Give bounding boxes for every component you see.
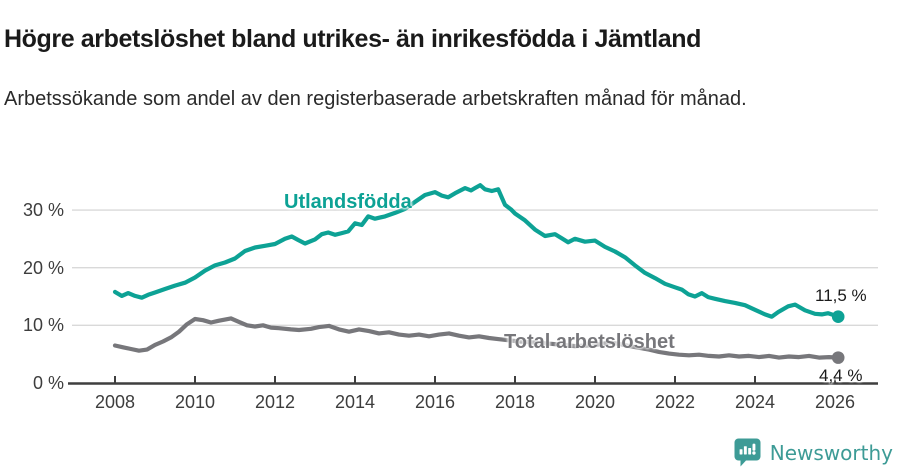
series-lines (112, 183, 845, 364)
y-tick-label: 30 % (22, 200, 64, 221)
x-tick-label: 2018 (494, 392, 536, 412)
page-title: Högre arbetslöshet bland utrikes- än inr… (4, 24, 701, 53)
x-tick-label: 2022 (654, 392, 696, 412)
brand-name: Newsworthy (769, 440, 893, 465)
x-axis (68, 376, 878, 385)
bar-chart-bubble-icon (734, 438, 761, 467)
x-tick-label: 2016 (414, 392, 456, 412)
x-tick-label: 2008 (94, 392, 136, 412)
series-line (112, 183, 841, 319)
chart-subtitle: Arbetssökande som andel av den registerb… (4, 88, 747, 110)
newsworthy-logo[interactable]: Newsworthy (734, 438, 893, 467)
x-tick-label: 2020 (574, 392, 616, 412)
series-end-dot (831, 351, 845, 364)
series-line (112, 316, 841, 360)
x-tick-label: 2024 (734, 392, 776, 412)
x-tick-label: 2010 (174, 392, 216, 412)
y-tick-label: 20 % (22, 257, 64, 278)
series-end-dot (831, 310, 845, 323)
y-tick-label: 10 % (22, 315, 64, 336)
x-tick-label: 2026 (814, 392, 856, 412)
gridlines (72, 209, 878, 327)
y-tick-label: 0 % (32, 373, 64, 393)
x-tick-label: 2014 (334, 392, 376, 412)
x-tick-label: 2012 (254, 392, 296, 412)
